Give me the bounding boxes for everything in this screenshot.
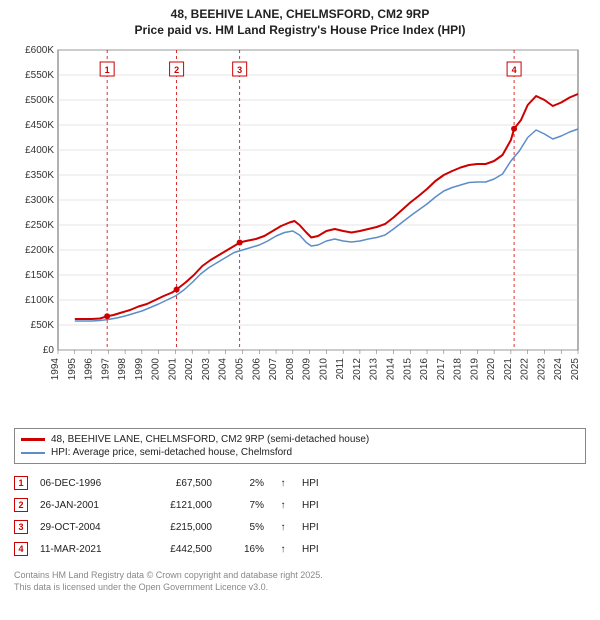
legend-row-0: 48, BEEHIVE LANE, CHELMSFORD, CM2 9RP (s… [21, 433, 579, 446]
sale-marker-box: 1 [14, 476, 28, 490]
svg-text:2004: 2004 [218, 358, 229, 381]
sale-date: 29-OCT-2004 [40, 522, 130, 533]
svg-text:2005: 2005 [235, 358, 246, 381]
footer-line-1: Contains HM Land Registry data © Crown c… [14, 570, 323, 580]
svg-text:£200K: £200K [25, 245, 54, 256]
svg-text:£600K: £600K [25, 45, 54, 56]
sales-row: 4 11-MAR-2021 £442,500 16% ↑ HPI [14, 538, 586, 560]
sale-delta: 2% [224, 478, 264, 489]
title-block: 48, BEEHIVE LANE, CHELMSFORD, CM2 9RP Pr… [10, 6, 590, 38]
sale-delta: 16% [224, 544, 264, 555]
sales-table: 1 06-DEC-1996 £67,500 2% ↑ HPI 2 26-JAN-2001 £12… [14, 472, 586, 560]
svg-text:2008: 2008 [285, 358, 296, 381]
svg-text:£50K: £50K [31, 320, 55, 331]
footer-line-2: This data is licensed under the Open Gov… [14, 582, 268, 592]
svg-text:2025: 2025 [570, 358, 581, 381]
svg-text:£150K: £150K [25, 270, 54, 281]
sale-date: 11-MAR-2021 [40, 544, 130, 555]
svg-text:1998: 1998 [117, 358, 128, 381]
footer-note: Contains HM Land Registry data © Crown c… [14, 570, 586, 593]
svg-text:4: 4 [512, 65, 517, 75]
sale-delta: 7% [224, 500, 264, 511]
svg-text:2022: 2022 [520, 358, 531, 381]
svg-text:1999: 1999 [134, 358, 145, 381]
title-line-1: 48, BEEHIVE LANE, CHELMSFORD, CM2 9RP [10, 6, 590, 22]
arrow-up-icon: ↑ [276, 522, 290, 533]
svg-text:2018: 2018 [453, 358, 464, 381]
arrow-up-icon: ↑ [276, 544, 290, 555]
svg-text:£250K: £250K [25, 220, 54, 231]
svg-text:1: 1 [105, 65, 110, 75]
svg-text:2020: 2020 [486, 358, 497, 381]
chart-container: 48, BEEHIVE LANE, CHELMSFORD, CM2 9RP Pr… [0, 0, 600, 603]
svg-text:2001: 2001 [167, 358, 178, 381]
svg-text:2002: 2002 [184, 358, 195, 381]
sale-date: 26-JAN-2001 [40, 500, 130, 511]
sale-hpi-label: HPI [302, 522, 332, 533]
svg-text:2010: 2010 [318, 358, 329, 381]
svg-text:3: 3 [237, 65, 242, 75]
chart-svg: £0 £50K £100K £150K £200K £250K £300K £350K £400… [10, 42, 590, 422]
chart-plot: £0 £50K £100K £150K £200K £250K £300K £350K £400… [10, 42, 590, 422]
title-line-2: Price paid vs. HM Land Registry's House … [10, 22, 590, 38]
sales-row: 1 06-DEC-1996 £67,500 2% ↑ HPI [14, 472, 586, 494]
sale-marker-box: 4 [14, 542, 28, 556]
svg-text:£550K: £550K [25, 70, 54, 81]
sale-price: £121,000 [142, 500, 212, 511]
legend-label-1: HPI: Average price, semi-detached house,… [51, 447, 292, 458]
svg-text:2024: 2024 [553, 358, 564, 381]
svg-text:£400K: £400K [25, 145, 54, 156]
svg-text:£350K: £350K [25, 170, 54, 181]
svg-text:£0: £0 [43, 345, 55, 356]
svg-text:2000: 2000 [151, 358, 162, 381]
svg-text:2012: 2012 [352, 358, 363, 381]
sale-delta: 5% [224, 522, 264, 533]
svg-text:£300K: £300K [25, 195, 54, 206]
svg-text:2011: 2011 [335, 358, 346, 380]
svg-text:2: 2 [174, 65, 179, 75]
svg-text:2013: 2013 [369, 358, 380, 381]
legend-row-1: HPI: Average price, semi-detached house,… [21, 446, 579, 459]
svg-text:1996: 1996 [84, 358, 95, 381]
svg-text:2015: 2015 [402, 358, 413, 381]
legend: 48, BEEHIVE LANE, CHELMSFORD, CM2 9RP (s… [14, 428, 586, 464]
sale-price: £67,500 [142, 478, 212, 489]
svg-text:2023: 2023 [536, 358, 547, 381]
arrow-up-icon: ↑ [276, 500, 290, 511]
svg-text:2016: 2016 [419, 358, 430, 381]
legend-swatch-0 [21, 438, 45, 441]
svg-text:2007: 2007 [268, 358, 279, 381]
sale-marker-box: 3 [14, 520, 28, 534]
sales-row: 2 26-JAN-2001 £121,000 7% ↑ HPI [14, 494, 586, 516]
svg-text:£100K: £100K [25, 295, 54, 306]
arrow-up-icon: ↑ [276, 478, 290, 489]
svg-text:£500K: £500K [25, 95, 54, 106]
svg-text:2014: 2014 [385, 358, 396, 381]
svg-text:2003: 2003 [201, 358, 212, 381]
sale-marker-box: 2 [14, 498, 28, 512]
sale-price: £215,000 [142, 522, 212, 533]
svg-text:1997: 1997 [100, 358, 111, 381]
sale-date: 06-DEC-1996 [40, 478, 130, 489]
sale-hpi-label: HPI [302, 478, 332, 489]
sales-row: 3 29-OCT-2004 £215,000 5% ↑ HPI [14, 516, 586, 538]
legend-label-0: 48, BEEHIVE LANE, CHELMSFORD, CM2 9RP (s… [51, 434, 369, 445]
svg-text:2009: 2009 [302, 358, 313, 381]
svg-text:1995: 1995 [67, 358, 78, 381]
sale-hpi-label: HPI [302, 500, 332, 511]
svg-text:2006: 2006 [251, 358, 262, 381]
sale-hpi-label: HPI [302, 544, 332, 555]
svg-text:2021: 2021 [503, 358, 514, 381]
svg-text:2017: 2017 [436, 358, 447, 381]
sale-price: £442,500 [142, 544, 212, 555]
svg-text:£450K: £450K [25, 120, 54, 131]
legend-swatch-1 [21, 452, 45, 454]
svg-text:2019: 2019 [469, 358, 480, 381]
svg-text:1994: 1994 [50, 358, 61, 381]
